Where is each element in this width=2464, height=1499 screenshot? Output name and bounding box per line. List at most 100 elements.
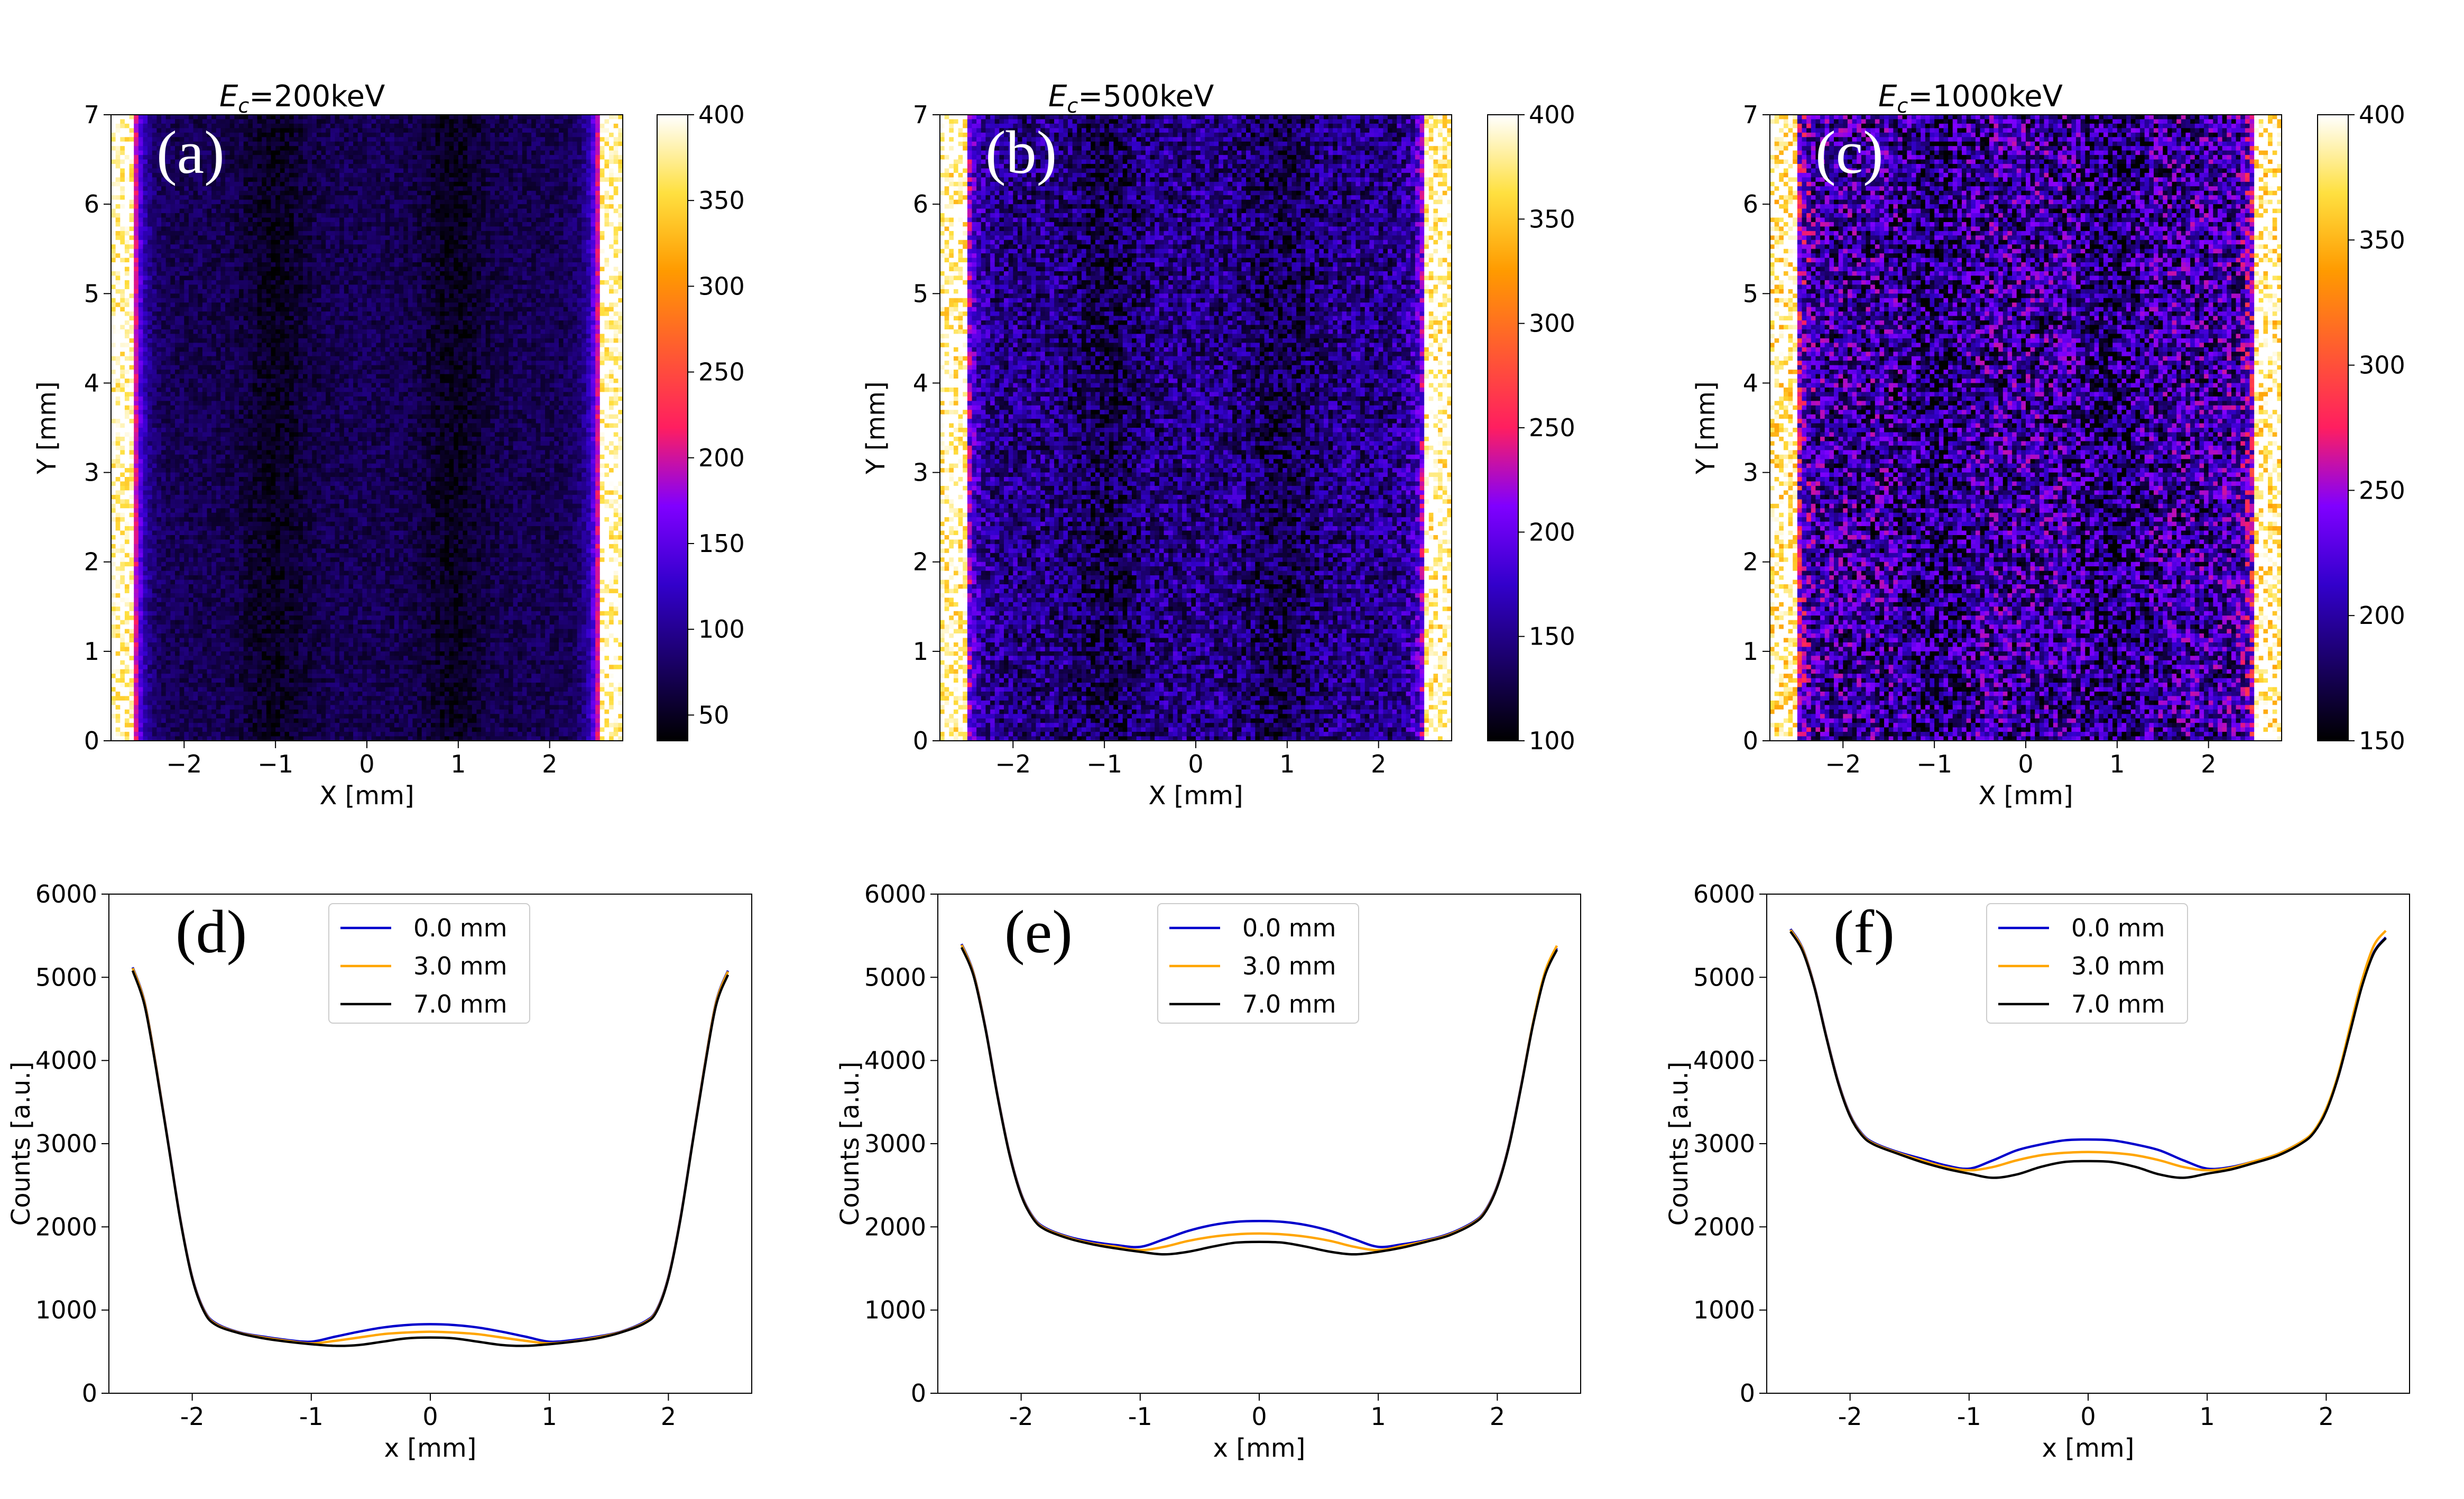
heatmap-cell xyxy=(156,669,161,674)
heatmap-cell xyxy=(120,128,125,133)
heatmap-cell xyxy=(125,401,130,406)
heatmap-cell xyxy=(152,710,157,714)
heatmap-cell xyxy=(130,415,134,419)
heatmap-cell xyxy=(134,665,139,669)
heatmap-cell xyxy=(116,557,121,562)
heatmap-cell xyxy=(139,701,143,705)
heatmap-cell xyxy=(147,334,152,338)
heatmap-cell xyxy=(130,428,134,433)
heatmap-cell xyxy=(120,615,125,620)
heatmap-cell xyxy=(139,115,143,119)
heatmap-cell xyxy=(156,566,161,571)
heatmap-cell xyxy=(134,701,139,705)
heatmap-cell xyxy=(130,606,134,611)
heatmap-cell xyxy=(134,468,139,473)
heatmap-cell xyxy=(125,316,130,321)
heatmap-cell xyxy=(147,204,152,209)
heatmap-cell xyxy=(156,289,161,294)
heatmap-cell xyxy=(156,401,161,406)
heatmap-cell xyxy=(125,535,130,540)
heatmap-cell xyxy=(139,182,143,187)
heatmap-cell xyxy=(156,611,161,616)
heatmap-cell xyxy=(116,531,121,536)
heatmap-cell xyxy=(116,437,121,442)
heatmap-cell xyxy=(125,437,130,442)
heatmap-cell xyxy=(116,329,121,334)
heatmap-cell xyxy=(147,437,152,442)
heatmap-cell xyxy=(147,638,152,642)
heatmap-cell xyxy=(161,253,166,258)
heatmap-cell xyxy=(139,329,143,334)
heatmap-cell xyxy=(143,311,148,316)
heatmap-cell xyxy=(152,262,157,267)
heatmap-cell xyxy=(130,244,134,249)
heatmap-cell xyxy=(152,665,157,669)
heatmap-cell xyxy=(134,633,139,638)
heatmap-cell xyxy=(111,226,116,231)
heatmap-cell xyxy=(134,222,139,227)
heatmap-cell xyxy=(166,186,171,191)
heatmap-cell xyxy=(116,629,121,634)
heatmap-cell xyxy=(111,338,116,343)
heatmap-cell xyxy=(116,562,121,567)
heatmap-cell xyxy=(139,656,143,660)
heatmap-cell xyxy=(125,678,130,683)
heatmap-cell xyxy=(125,356,130,361)
heatmap-cell xyxy=(156,696,161,701)
heatmap-cell xyxy=(161,432,166,437)
heatmap-cell xyxy=(143,571,148,576)
heatmap-cell xyxy=(139,651,143,656)
heatmap-cell xyxy=(116,320,121,325)
heatmap-cell xyxy=(111,401,116,406)
heatmap-cell xyxy=(152,593,157,598)
heatmap-cell xyxy=(120,732,125,737)
heatmap-cell xyxy=(161,218,166,223)
heatmap-cell xyxy=(125,446,130,450)
heatmap-cell xyxy=(139,432,143,437)
heatmap-cell xyxy=(116,566,121,571)
heatmap-cell xyxy=(111,535,116,540)
heatmap-cell xyxy=(139,374,143,379)
heatmap-cell xyxy=(147,415,152,419)
heatmap-cell xyxy=(147,226,152,231)
heatmap-cell xyxy=(125,615,130,620)
heatmap-cell xyxy=(111,204,116,209)
heatmap-cell xyxy=(139,361,143,365)
heatmap-cell xyxy=(152,186,157,191)
heatmap-cell xyxy=(161,428,166,433)
heatmap-cell xyxy=(111,262,116,267)
heatmap-cell xyxy=(125,432,130,437)
heatmap-cell xyxy=(125,329,130,334)
heatmap-cell xyxy=(111,128,116,133)
heatmap-cell xyxy=(161,615,166,620)
heatmap-cell xyxy=(156,642,161,647)
heatmap-cell xyxy=(143,151,148,155)
heatmap-cell xyxy=(125,544,130,549)
heatmap-cell xyxy=(147,289,152,294)
heatmap-cell xyxy=(120,459,125,464)
heatmap-cell xyxy=(120,325,125,329)
heatmap-cell xyxy=(116,168,121,173)
heatmap-cell xyxy=(116,647,121,651)
heatmap-cell xyxy=(125,441,130,446)
heatmap-cell xyxy=(134,164,139,169)
heatmap-cell xyxy=(134,231,139,236)
heatmap-cell xyxy=(147,683,152,687)
heatmap-cell xyxy=(116,526,121,531)
heatmap-cell xyxy=(147,258,152,263)
heatmap-cell xyxy=(120,548,125,553)
heatmap-cell xyxy=(143,499,148,504)
heatmap-cell xyxy=(111,464,116,468)
heatmap-cell xyxy=(134,459,139,464)
heatmap-cell xyxy=(125,191,130,196)
heatmap-cell xyxy=(130,437,134,442)
heatmap-cell xyxy=(161,544,166,549)
heatmap-cell xyxy=(143,566,148,571)
heatmap-cell xyxy=(143,490,148,495)
heatmap-cell xyxy=(143,240,148,245)
heatmap-cell xyxy=(161,406,166,410)
heatmap-cell xyxy=(134,544,139,549)
heatmap-cell xyxy=(147,115,152,119)
heatmap-cell xyxy=(111,486,116,491)
heatmap-cell xyxy=(111,450,116,455)
